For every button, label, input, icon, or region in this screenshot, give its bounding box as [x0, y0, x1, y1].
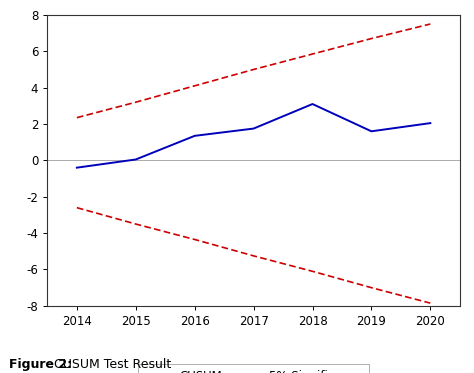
CUSUM — [192, 134, 198, 138]
Line: CUSUM: CUSUM — [77, 104, 430, 168]
CUSUM — [251, 126, 256, 131]
CUSUM — [133, 157, 138, 162]
5% Significance — [428, 22, 433, 26]
Text: Figure 2:: Figure 2: — [9, 358, 73, 371]
5% Significance — [251, 67, 256, 72]
5% Significance — [192, 84, 198, 88]
5% Significance — [74, 115, 80, 120]
CUSUM — [310, 102, 315, 106]
CUSUM — [428, 121, 433, 125]
CUSUM — [74, 166, 80, 170]
Legend: CUSUM, 5% Significance: CUSUM, 5% Significance — [138, 364, 369, 373]
5% Significance — [310, 52, 315, 56]
5% Significance — [369, 36, 374, 41]
CUSUM — [369, 129, 374, 134]
5% Significance — [133, 100, 138, 104]
Line: 5% Significance: 5% Significance — [77, 24, 430, 117]
Text: CUSUM Test Result: CUSUM Test Result — [50, 358, 171, 371]
